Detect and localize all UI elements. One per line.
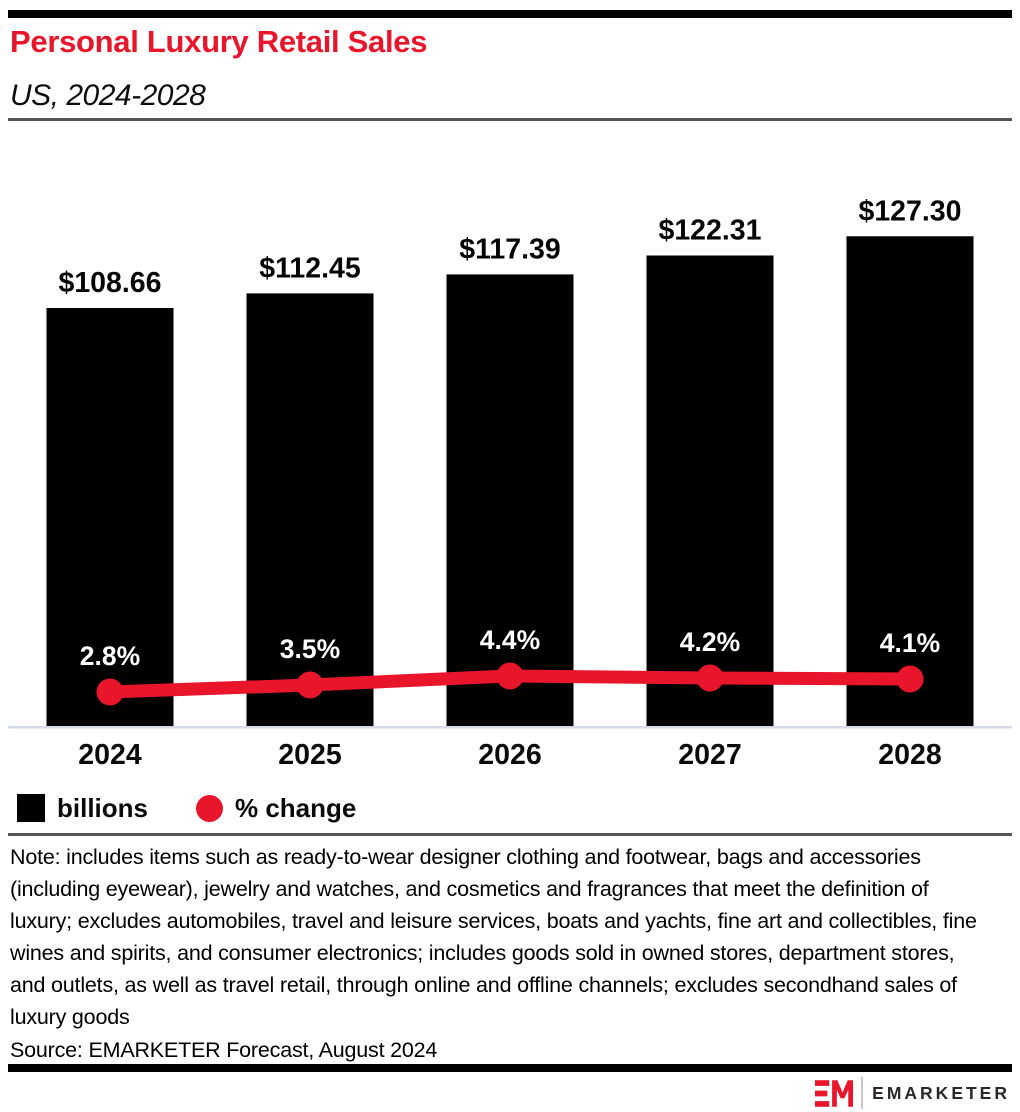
dot-2027	[696, 664, 724, 692]
year-label-2028: 2028	[878, 739, 941, 771]
header-divider	[8, 118, 1012, 121]
year-label-2027: 2027	[678, 739, 741, 771]
value-label-2026: $117.39	[459, 233, 560, 265]
bar-line-chart: $108.66 $112.45 $117.39 $122.31 $127.30 2.8% 3…	[8, 195, 1012, 771]
emarketer-logo-icon	[815, 1079, 854, 1107]
legend-bar-swatch	[17, 794, 45, 822]
pct-label-2024: 2.8%	[80, 641, 140, 671]
footnote-text: Note: includes items such as ready-to-we…	[10, 845, 977, 1029]
dot-2024	[96, 678, 124, 706]
chart-legend: billions % change	[17, 793, 356, 823]
legend-line-swatch	[196, 794, 223, 822]
pct-label-2028: 4.1%	[880, 628, 940, 658]
legend-bar-label: billions	[57, 792, 148, 823]
value-label-2024: $108.66	[58, 267, 161, 299]
bar-2026	[446, 274, 574, 726]
bar-2024	[46, 307, 174, 726]
x-axis-line	[8, 726, 1012, 729]
bar-2027	[646, 255, 774, 726]
top-divider-bar	[8, 10, 1012, 18]
pct-label-2025: 3.5%	[280, 634, 340, 664]
legend-line-label: % change	[235, 792, 357, 823]
dot-2028	[896, 665, 924, 693]
pct-label-2026: 4.4%	[480, 625, 540, 655]
year-label-2025: 2025	[278, 739, 342, 771]
brand-divider-line	[861, 1077, 864, 1109]
value-label-2025: $112.45	[259, 252, 361, 284]
footer-divider-bar	[8, 1064, 1012, 1072]
bar-2025	[246, 293, 374, 726]
value-label-2028: $127.30	[858, 195, 961, 227]
source-text: Source: EMARKETER Forecast, August 2024	[10, 1038, 438, 1062]
page-subtitle: US, 2024-2028	[10, 79, 206, 112]
bar-2028	[846, 236, 974, 726]
pct-label-2027: 4.2%	[680, 627, 740, 657]
chart-area: $108.66 $112.45 $117.39 $122.31 $127.30 2.8% 3…	[0, 150, 1020, 772]
year-label-2024: 2024	[78, 739, 142, 771]
brand-wordmark: EMARKETER	[872, 1082, 1010, 1103]
page-title: Personal Luxury Retail Sales	[10, 24, 428, 59]
value-label-2027: $122.31	[658, 214, 761, 246]
dot-2026	[496, 662, 524, 690]
legend-divider	[8, 833, 1012, 836]
brand-logo: EMARKETER	[815, 1076, 1010, 1110]
year-label-2026: 2026	[478, 739, 541, 771]
dot-2025	[296, 671, 324, 699]
